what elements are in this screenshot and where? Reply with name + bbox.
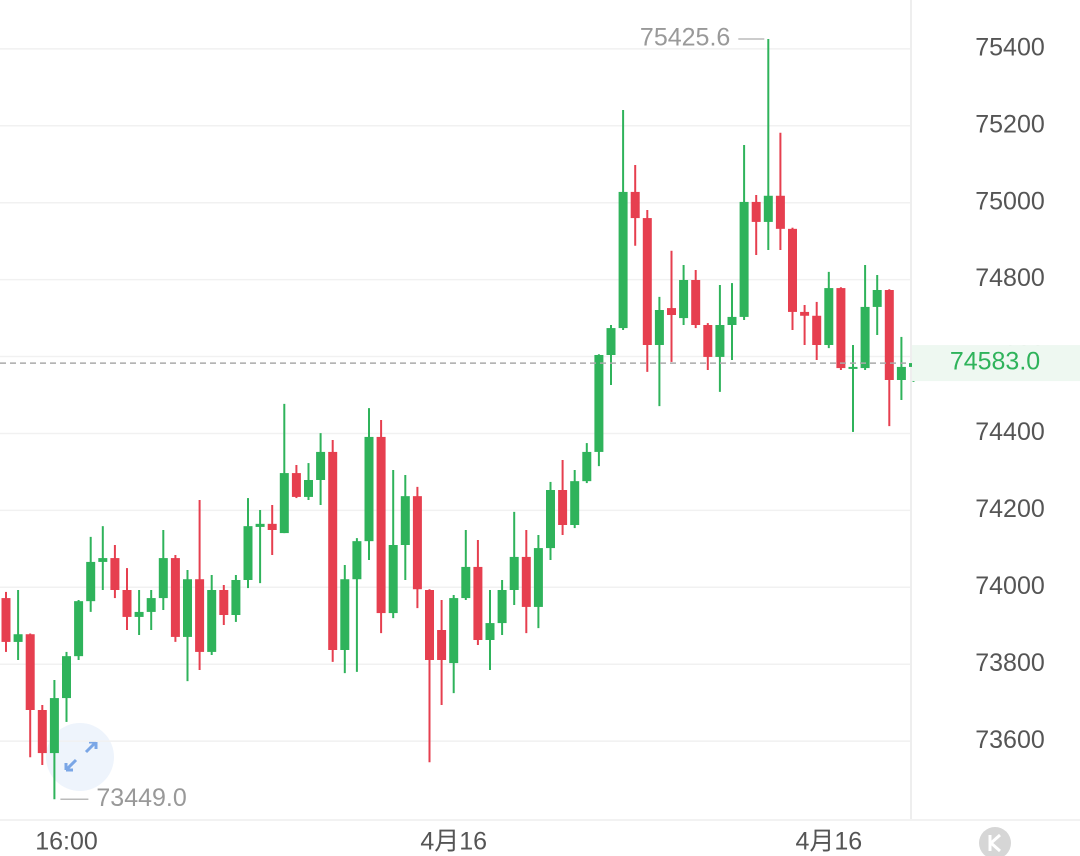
candle-body — [158, 558, 168, 599]
candle-body — [122, 590, 132, 617]
candle-body — [195, 579, 205, 652]
candle-body — [98, 558, 108, 562]
candle-body — [691, 280, 701, 325]
candle-body — [219, 590, 229, 615]
candle-body — [642, 218, 652, 345]
candle-body — [896, 366, 906, 380]
candle-body — [449, 598, 459, 664]
candle-body — [630, 191, 640, 219]
x-tick-label: 4月16 — [795, 828, 862, 856]
candle-body — [304, 480, 313, 497]
candle-body — [86, 561, 96, 602]
candle-body — [824, 288, 834, 345]
y-tick-label: 74400 — [975, 418, 1045, 446]
candle-body — [1, 598, 11, 642]
candle-body — [134, 611, 144, 617]
candle-body — [485, 623, 495, 640]
candle-body — [170, 558, 180, 637]
candle-body — [388, 545, 398, 614]
candle-body — [267, 523, 277, 530]
candle-body — [425, 590, 434, 660]
candle-body — [13, 634, 23, 642]
candle-body — [546, 490, 555, 549]
candle-body — [775, 195, 785, 229]
candle-body — [739, 201, 749, 317]
candle-body — [231, 580, 241, 615]
candle-body — [679, 280, 689, 319]
candle-body — [751, 201, 761, 222]
y-tick-label: 73600 — [975, 726, 1045, 754]
y-tick-label: 74200 — [975, 495, 1045, 523]
candle-body — [654, 310, 664, 345]
candle-body — [727, 316, 737, 325]
k-button-glyph — [988, 833, 1001, 853]
candle-body — [509, 556, 519, 590]
candle-body — [582, 451, 592, 482]
candle-body — [110, 558, 120, 590]
y-tick-label: 75200 — [975, 110, 1045, 138]
candle-body — [836, 288, 846, 369]
candle-body — [667, 308, 676, 315]
candle-body — [497, 590, 507, 624]
candle-body — [376, 436, 386, 614]
candle-body — [461, 566, 471, 599]
candle-body — [872, 290, 882, 307]
candle-body — [352, 541, 362, 580]
candle-body — [558, 490, 568, 525]
x-tick-label: 16:00 — [35, 828, 98, 856]
last-price-label: 74583.0 — [950, 348, 1040, 376]
candle-body — [533, 548, 543, 607]
k-button-bg[interactable] — [979, 827, 1011, 856]
candle-body — [715, 325, 725, 357]
candle-body — [848, 366, 858, 369]
expand-icon-glyph — [64, 740, 98, 772]
candle-body — [412, 496, 422, 590]
last-price-box — [912, 345, 1080, 382]
candle-body — [570, 481, 580, 525]
candle-body — [521, 556, 531, 607]
candle-body — [49, 698, 59, 754]
candle-body — [74, 601, 84, 657]
candle-body — [62, 656, 71, 699]
candle-body — [473, 566, 483, 640]
candle-body — [884, 290, 894, 380]
y-tick-label: 75000 — [975, 187, 1045, 215]
candle-body — [255, 523, 265, 527]
candle-body — [328, 451, 338, 650]
candle-body — [437, 630, 447, 660]
candle-body — [763, 195, 773, 222]
y-tick-label: 73800 — [975, 649, 1045, 677]
k-button[interactable] — [979, 827, 1011, 856]
candle-body — [316, 451, 326, 480]
max-marker-label: 75425.6 — [640, 24, 730, 52]
candle-body — [606, 328, 616, 355]
candle-body — [618, 191, 628, 329]
candle-body — [788, 228, 797, 312]
candle-body — [364, 436, 374, 542]
y-tick-label: 75400 — [975, 33, 1045, 61]
candle-body — [25, 634, 35, 710]
expand-icon-bg[interactable] — [46, 723, 114, 791]
candle-body — [183, 579, 192, 637]
candle-body — [703, 325, 713, 357]
candle-body — [291, 473, 301, 497]
candle-body — [594, 355, 604, 452]
min-marker-label: 73449.0 — [96, 784, 186, 812]
candle-body — [243, 526, 253, 580]
candle-body — [800, 311, 810, 316]
y-tick-label: 74800 — [975, 264, 1045, 292]
x-tick-label: 4月16 — [420, 828, 487, 856]
candle-body — [37, 710, 47, 754]
candle-body — [812, 315, 822, 345]
candle-body — [207, 590, 217, 652]
candle-body — [340, 579, 350, 650]
candle-body — [279, 473, 289, 534]
y-tick-label: 74000 — [975, 572, 1045, 600]
candle-body — [400, 496, 410, 545]
candle-body — [860, 306, 870, 369]
candle-body — [146, 598, 156, 612]
expand-icon[interactable] — [46, 723, 114, 791]
